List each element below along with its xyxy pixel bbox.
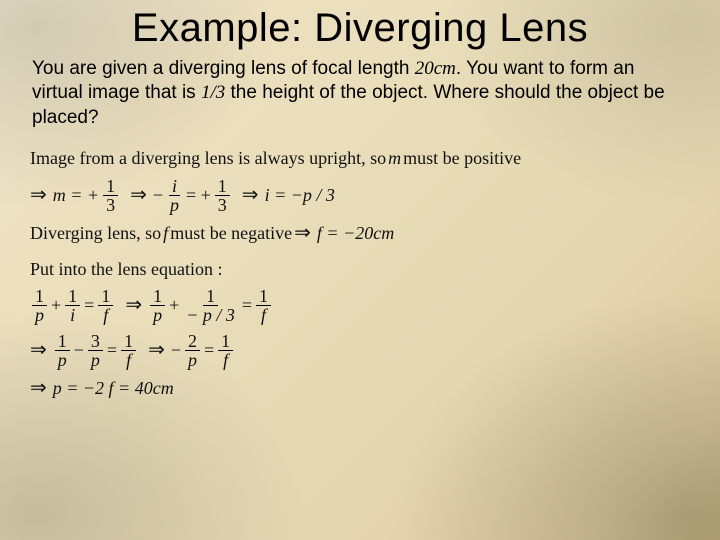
stmt2-f: f [163,223,168,244]
arrow-icon: ⇒ [148,339,165,362]
frac-1-i: 1 i [65,287,80,324]
frac-3-p: 3 p [88,332,103,369]
den: 3 [103,196,118,214]
frac-1-p-c: 1 p [55,332,70,369]
frac-1-3b: 1 3 [215,177,230,214]
eq5: p = −2 f = 40cm [53,378,174,399]
arrow-icon: ⇒ [242,184,259,207]
frac-2-p: 2 p [185,332,200,369]
arrow-icon: ⇒ [30,184,47,207]
num: 1 [203,287,218,306]
den: f [123,351,134,369]
problem-focal: 20cm [415,58,456,79]
minus: − [74,340,84,361]
eq-line-5: ⇒ p = −2 f = 40cm [30,377,692,400]
frac-1-negp3: 1 − p / 3 [183,287,238,324]
den: p [32,306,47,324]
statement-1: Image from a diverging lens is always up… [30,148,692,169]
den: p [88,351,103,369]
problem-ratio: 1/3 [201,82,225,103]
num: 1 [215,177,230,196]
plus: + [169,295,179,316]
num: i [169,177,180,196]
eq: = [204,340,214,361]
num: 3 [88,332,103,351]
den: p [167,196,182,214]
num: 1 [103,177,118,196]
den: f [258,306,269,324]
stmt1-b: must be positive [403,148,521,169]
num: 1 [32,287,47,306]
eq-line-3: 1 p + 1 i = 1 f ⇒ 1 p + 1 − p / 3 [30,287,692,324]
frac-1-f-b: 1 f [256,287,271,324]
eq-line-4: ⇒ 1 p − 3 p = 1 f ⇒ − 2 p = [30,332,692,369]
eq-line-1: ⇒ m = + 1 3 ⇒ − i p = + 1 3 ⇒ i = −p / 3 [30,177,692,214]
num: 1 [256,287,271,306]
problem-part1: You are given a diverging lens of focal … [32,58,415,79]
num: 1 [150,287,165,306]
problem-statement: You are given a diverging lens of focal … [32,57,688,130]
eq2-res: i = −p / 3 [265,185,335,206]
den: f [220,351,231,369]
frac-i-p: i p [167,177,182,214]
arrow-icon: ⇒ [30,377,47,400]
arrow-icon: ⇒ [294,222,311,245]
stmt1-a: Image from a diverging lens is always up… [30,148,386,169]
eq-mid: = + [186,185,211,206]
statement-2: Diverging lens, so f must be negative ⇒ … [30,222,692,245]
frac-1-3: 1 3 [103,177,118,214]
frac-1-p: 1 p [32,287,47,324]
eq1-lhs: m = + [53,185,99,206]
stmt3: Put into the lens equation : [30,259,222,280]
arrow-icon: ⇒ [30,339,47,362]
den: p [150,306,165,324]
work-area: Image from a diverging lens is always up… [30,148,692,400]
den: f [100,306,111,324]
den: 3 [215,196,230,214]
den: p [55,351,70,369]
frac-1-f-d: 1 f [218,332,233,369]
neg: − [171,340,181,361]
stmt2-eq: f = −20cm [317,223,394,244]
frac-1-p-b: 1 p [150,287,165,324]
neg: − [153,185,163,206]
statement-3: Put into the lens equation : [30,259,692,280]
den: i [67,306,78,324]
num: 1 [98,287,113,306]
arrow-icon: ⇒ [125,294,142,317]
num: 1 [218,332,233,351]
arrow-icon: ⇒ [130,184,147,207]
num: 1 [121,332,136,351]
stmt2-a: Diverging lens, so [30,223,161,244]
stmt1-m: m [388,148,401,169]
den: − p / 3 [183,306,238,324]
frac-1-f-c: 1 f [121,332,136,369]
stmt2-b: must be negative [170,223,292,244]
frac-1-f: 1 f [98,287,113,324]
slide-container: Example: Diverging Lens You are given a … [0,0,720,540]
plus: + [51,295,61,316]
eq: = [84,295,94,316]
eq: = [107,340,117,361]
num: 1 [65,287,80,306]
num: 2 [185,332,200,351]
slide-title: Example: Diverging Lens [28,6,692,51]
eq: = [242,295,252,316]
den: p [185,351,200,369]
num: 1 [55,332,70,351]
